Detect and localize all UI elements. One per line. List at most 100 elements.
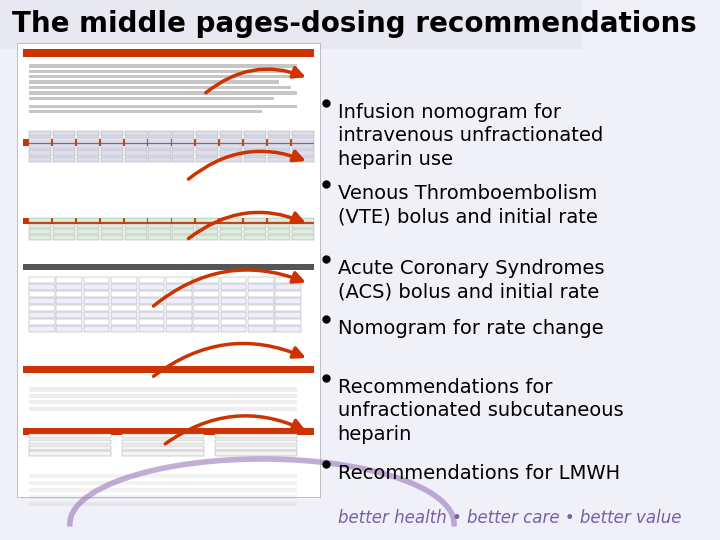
- FancyBboxPatch shape: [122, 446, 204, 450]
- FancyBboxPatch shape: [29, 284, 55, 290]
- FancyBboxPatch shape: [29, 277, 55, 283]
- FancyBboxPatch shape: [29, 235, 51, 240]
- FancyBboxPatch shape: [196, 131, 218, 136]
- FancyBboxPatch shape: [29, 488, 297, 492]
- FancyBboxPatch shape: [77, 150, 99, 156]
- FancyBboxPatch shape: [138, 298, 164, 304]
- FancyBboxPatch shape: [166, 277, 192, 283]
- FancyBboxPatch shape: [138, 284, 164, 290]
- FancyBboxPatch shape: [292, 218, 314, 222]
- FancyBboxPatch shape: [122, 440, 204, 444]
- FancyBboxPatch shape: [193, 277, 219, 283]
- FancyBboxPatch shape: [196, 235, 218, 240]
- FancyBboxPatch shape: [56, 298, 82, 304]
- FancyBboxPatch shape: [220, 291, 246, 297]
- FancyBboxPatch shape: [220, 157, 242, 162]
- FancyBboxPatch shape: [29, 394, 297, 398]
- FancyBboxPatch shape: [77, 224, 99, 228]
- FancyBboxPatch shape: [125, 131, 147, 136]
- FancyBboxPatch shape: [29, 451, 111, 456]
- FancyBboxPatch shape: [268, 235, 290, 240]
- FancyBboxPatch shape: [172, 230, 194, 234]
- FancyBboxPatch shape: [29, 91, 297, 94]
- FancyBboxPatch shape: [172, 144, 194, 149]
- FancyBboxPatch shape: [220, 298, 246, 304]
- FancyBboxPatch shape: [148, 144, 171, 149]
- FancyBboxPatch shape: [56, 326, 82, 332]
- FancyBboxPatch shape: [122, 434, 204, 438]
- FancyBboxPatch shape: [56, 291, 82, 297]
- FancyBboxPatch shape: [268, 218, 290, 222]
- FancyBboxPatch shape: [56, 277, 82, 283]
- FancyBboxPatch shape: [29, 75, 297, 78]
- FancyBboxPatch shape: [244, 235, 266, 240]
- FancyBboxPatch shape: [196, 150, 218, 156]
- FancyBboxPatch shape: [125, 150, 147, 156]
- FancyBboxPatch shape: [166, 326, 192, 332]
- FancyBboxPatch shape: [138, 277, 164, 283]
- FancyBboxPatch shape: [220, 150, 242, 156]
- FancyBboxPatch shape: [101, 150, 123, 156]
- FancyBboxPatch shape: [220, 319, 246, 325]
- FancyBboxPatch shape: [292, 150, 314, 156]
- FancyBboxPatch shape: [248, 284, 274, 290]
- FancyBboxPatch shape: [275, 291, 301, 297]
- FancyBboxPatch shape: [275, 284, 301, 290]
- FancyBboxPatch shape: [166, 291, 192, 297]
- FancyBboxPatch shape: [29, 407, 297, 411]
- FancyBboxPatch shape: [166, 319, 192, 325]
- FancyBboxPatch shape: [29, 131, 51, 136]
- FancyBboxPatch shape: [111, 284, 137, 290]
- FancyBboxPatch shape: [275, 305, 301, 311]
- FancyBboxPatch shape: [53, 131, 75, 136]
- FancyBboxPatch shape: [125, 157, 147, 162]
- FancyBboxPatch shape: [248, 277, 274, 283]
- FancyBboxPatch shape: [275, 319, 301, 325]
- FancyBboxPatch shape: [220, 230, 242, 234]
- FancyBboxPatch shape: [56, 312, 82, 318]
- FancyBboxPatch shape: [248, 312, 274, 318]
- FancyBboxPatch shape: [292, 131, 314, 136]
- FancyBboxPatch shape: [292, 230, 314, 234]
- FancyBboxPatch shape: [268, 144, 290, 149]
- FancyBboxPatch shape: [29, 312, 55, 318]
- FancyBboxPatch shape: [193, 298, 219, 304]
- FancyBboxPatch shape: [101, 230, 123, 234]
- FancyBboxPatch shape: [166, 298, 192, 304]
- FancyBboxPatch shape: [248, 319, 274, 325]
- FancyBboxPatch shape: [101, 235, 123, 240]
- FancyBboxPatch shape: [29, 144, 51, 149]
- FancyBboxPatch shape: [220, 277, 246, 283]
- FancyBboxPatch shape: [29, 86, 291, 89]
- FancyBboxPatch shape: [172, 235, 194, 240]
- FancyBboxPatch shape: [29, 224, 51, 228]
- Text: better health • better care • better value: better health • better care • better val…: [338, 509, 681, 528]
- FancyBboxPatch shape: [53, 230, 75, 234]
- FancyBboxPatch shape: [166, 284, 192, 290]
- FancyBboxPatch shape: [111, 312, 137, 318]
- FancyBboxPatch shape: [220, 137, 242, 143]
- FancyBboxPatch shape: [193, 305, 219, 311]
- FancyBboxPatch shape: [29, 319, 55, 325]
- FancyBboxPatch shape: [148, 230, 171, 234]
- FancyBboxPatch shape: [53, 137, 75, 143]
- FancyBboxPatch shape: [172, 224, 194, 228]
- FancyBboxPatch shape: [148, 218, 171, 222]
- FancyBboxPatch shape: [29, 326, 55, 332]
- FancyBboxPatch shape: [220, 131, 242, 136]
- FancyBboxPatch shape: [77, 235, 99, 240]
- FancyBboxPatch shape: [193, 326, 219, 332]
- FancyBboxPatch shape: [84, 326, 109, 332]
- FancyBboxPatch shape: [148, 235, 171, 240]
- FancyBboxPatch shape: [220, 218, 242, 222]
- FancyBboxPatch shape: [220, 312, 246, 318]
- FancyBboxPatch shape: [53, 144, 75, 149]
- FancyBboxPatch shape: [125, 218, 147, 222]
- FancyBboxPatch shape: [23, 49, 315, 57]
- FancyBboxPatch shape: [220, 305, 246, 311]
- FancyBboxPatch shape: [0, 0, 582, 49]
- FancyBboxPatch shape: [84, 298, 109, 304]
- FancyBboxPatch shape: [193, 284, 219, 290]
- FancyBboxPatch shape: [193, 291, 219, 297]
- FancyBboxPatch shape: [125, 137, 147, 143]
